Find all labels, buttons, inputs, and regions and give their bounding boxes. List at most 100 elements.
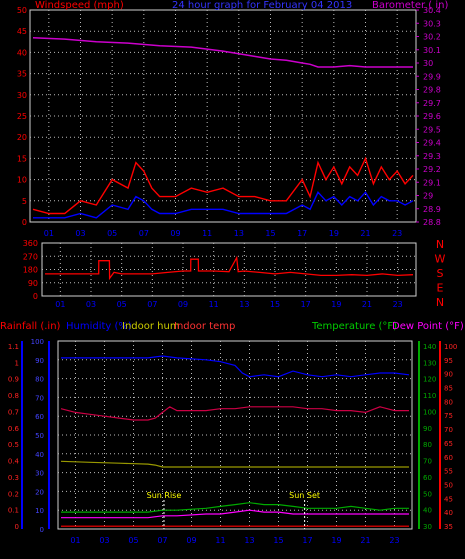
temperature-tick: 120 [423,376,436,384]
direction-line [45,255,414,281]
rainfall-tick: 1 [15,359,19,367]
sun-annotation-label: Sun Rise [147,491,182,500]
wind-x-tick: 09 [170,229,180,238]
dewpoint-tick: 50 [444,481,453,489]
direction-x-tick: 03 [86,300,96,309]
direction-x-tick: 19 [331,300,341,309]
climate-x-tick: 01 [70,536,80,545]
humidity-tick: 50 [35,432,44,440]
direction-panel-grid [42,243,416,296]
direction-x-tick: 21 [362,300,372,309]
rainfall-tick: 0.3 [8,474,19,482]
wind-x-tick: 11 [202,229,212,238]
rainfall-tick: 0.1 [8,507,19,515]
climate-x-tick: 19 [331,536,341,545]
humidity-tick: 100 [31,338,44,346]
humidity-tick: 40 [35,451,44,459]
barometer-tick: 29.3 [423,152,441,161]
windspeed-tick: 5 [22,197,27,206]
humidity-tick: 60 [35,413,44,421]
windspeed-tick: 10 [17,176,27,185]
dewpoint-line [61,509,409,519]
barometer-tick: 30 [423,59,433,68]
rainfall-tick: 1.1 [8,343,19,351]
dewpoint-tick: 55 [444,468,453,476]
humidity-tick: 30 [35,470,44,478]
indoor-hum-axis-label: Indoor hum [122,321,180,332]
barometer-tick: 29.5 [423,125,441,134]
windspeed-tick-labels: 0 5 10 15 20 25 30 35 40 45 50 [17,6,27,227]
wind-panel-x-tick-labels: 01 03 05 07 09 11 13 15 17 19 21 23 [44,229,403,238]
dewpoint-tick: 60 [444,454,453,462]
wind-x-tick: 13 [234,229,244,238]
windspeed-tick: 15 [17,154,27,163]
dewpoint-tick: 40 [444,509,453,517]
direction-x-tick: 15 [270,300,280,309]
barometer-tick: 29.8 [423,86,441,95]
direction-tick-labels: 0 90 180 270 360 [23,239,38,301]
humidity-axis-bar [48,341,50,529]
rainfall-tick: 0.7 [8,408,19,416]
direction-x-tick: 05 [117,300,127,309]
barometer-tick: 30.3 [423,19,441,28]
barometer-tick: 30.1 [423,46,441,55]
chart-title: 24 hour graph for February 04 2013 [172,0,352,11]
climate-x-tick: 03 [99,536,109,545]
sun-annotations: Sun Rise Sun Set [147,491,320,529]
temperature-axis-label: Temperature (°F) [311,321,397,332]
wind-x-tick: 07 [139,229,149,238]
wind-panel-grid [30,10,416,222]
windspeed-tick: 50 [17,6,27,15]
compass-label-E: E [437,282,444,295]
climate-panel-series [60,355,410,527]
dewpoint-tick: 100 [444,343,457,351]
temperature-tick: 90 [423,425,432,433]
direction-tick: 360 [23,239,38,248]
dewpoint-tick: 45 [444,495,453,503]
temperature-tick: 40 [423,507,432,515]
barometer-tick: 29.6 [423,112,441,121]
direction-x-tick: 09 [178,300,188,309]
climate-x-tick: 17 [302,536,312,545]
direction-tick: 90 [28,279,38,288]
climate-x-tick: 21 [360,536,370,545]
dewpoint-axis-bar [439,341,441,529]
temperature-tick: 30 [423,523,432,531]
windspeed-tick: 45 [17,27,27,36]
rainfall-tick: 0.6 [8,425,20,433]
rainfall-tick-labels: 0 0.1 0.2 0.3 0.4 0.5 0.6 0.7 0.8 0.9 1 1.1 [8,343,20,531]
wind-x-tick: 23 [392,229,402,238]
dewpoint-tick: 70 [444,426,453,434]
direction-x-tick: 17 [301,300,311,309]
compass-label-N: N [436,296,444,309]
barometer-tick: 30.2 [423,33,441,42]
windspeed-tick: 35 [17,70,27,79]
wind-x-tick: 15 [265,229,275,238]
rainfall-axis-label: Rainfall (.in) [0,321,61,332]
humidity-tick: 90 [35,357,44,365]
humidity-tick: 80 [35,376,44,384]
temperature-tick: 110 [423,392,436,400]
rainfall-tick: 0.5 [8,441,19,449]
barometer-tick: 29.1 [423,178,441,187]
direction-x-tick: 07 [147,300,157,309]
climate-x-tick: 23 [389,536,399,545]
compass-label-N: N [436,238,444,251]
temperature-tick: 50 [423,490,432,498]
temperature-tick: 130 [423,359,436,367]
dewpoint-tick: 75 [444,412,453,420]
temperature-tick: 70 [423,458,432,466]
dewpoint-tick: 95 [444,357,453,365]
barometer-tick: 28.9 [423,205,441,214]
compass-label-S: S [437,267,444,280]
temperature-tick-labels: 30 40 50 60 70 80 90 100 110 120 130 140 [423,343,436,531]
windspeed-tick: 0 [22,218,27,227]
climate-x-tick: 13 [244,536,254,545]
temperature-axis-bar [418,341,420,529]
climate-panel-grid [58,341,412,529]
indoor-temp-axis-label: Indoor temp [174,321,235,332]
dewpoint-tick: 85 [444,385,453,393]
